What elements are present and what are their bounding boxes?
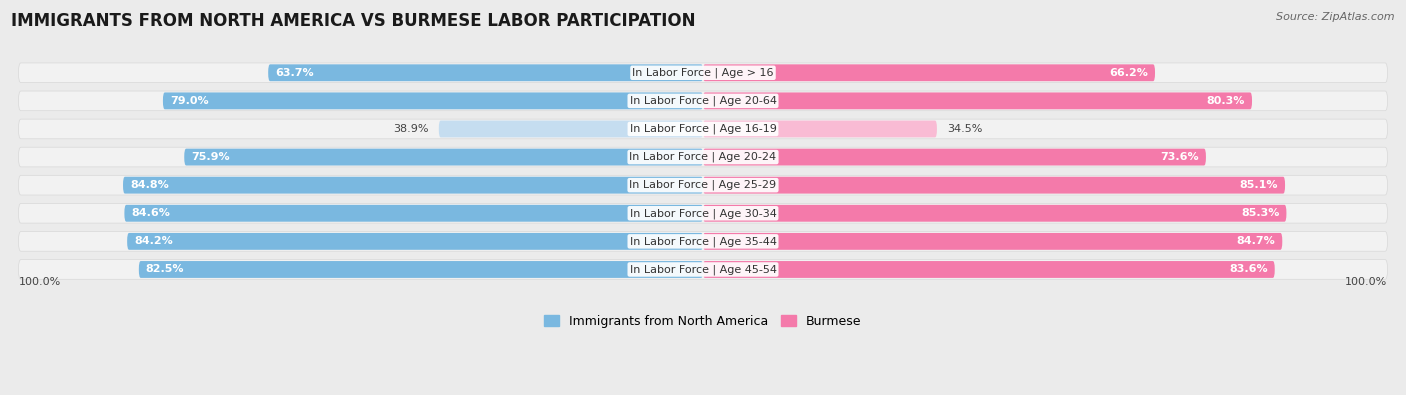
Text: 84.7%: 84.7% [1237, 236, 1275, 246]
Text: 84.8%: 84.8% [129, 180, 169, 190]
Text: In Labor Force | Age > 16: In Labor Force | Age > 16 [633, 68, 773, 78]
Text: 85.3%: 85.3% [1241, 208, 1279, 218]
Text: 100.0%: 100.0% [1346, 277, 1388, 287]
FancyBboxPatch shape [139, 261, 703, 278]
FancyBboxPatch shape [184, 149, 703, 166]
FancyBboxPatch shape [703, 120, 936, 137]
Text: Source: ZipAtlas.com: Source: ZipAtlas.com [1277, 12, 1395, 22]
FancyBboxPatch shape [122, 177, 703, 194]
FancyBboxPatch shape [18, 203, 1388, 223]
FancyBboxPatch shape [269, 64, 703, 81]
FancyBboxPatch shape [18, 260, 1388, 279]
Text: 84.6%: 84.6% [131, 208, 170, 218]
Text: 73.6%: 73.6% [1160, 152, 1199, 162]
Text: 85.1%: 85.1% [1240, 180, 1278, 190]
FancyBboxPatch shape [703, 149, 1206, 166]
FancyBboxPatch shape [18, 147, 1388, 167]
FancyBboxPatch shape [18, 231, 1388, 251]
Text: In Labor Force | Age 20-64: In Labor Force | Age 20-64 [630, 96, 776, 106]
Text: In Labor Force | Age 45-54: In Labor Force | Age 45-54 [630, 264, 776, 275]
Text: 75.9%: 75.9% [191, 152, 229, 162]
FancyBboxPatch shape [18, 119, 1388, 139]
Text: 38.9%: 38.9% [394, 124, 429, 134]
FancyBboxPatch shape [703, 233, 1282, 250]
Text: 80.3%: 80.3% [1206, 96, 1246, 106]
Text: 83.6%: 83.6% [1229, 265, 1268, 275]
FancyBboxPatch shape [163, 92, 703, 109]
FancyBboxPatch shape [703, 64, 1154, 81]
FancyBboxPatch shape [703, 261, 1275, 278]
FancyBboxPatch shape [18, 175, 1388, 195]
FancyBboxPatch shape [703, 92, 1251, 109]
FancyBboxPatch shape [18, 91, 1388, 111]
Text: In Labor Force | Age 20-24: In Labor Force | Age 20-24 [630, 152, 776, 162]
FancyBboxPatch shape [703, 205, 1286, 222]
FancyBboxPatch shape [124, 205, 703, 222]
Text: In Labor Force | Age 16-19: In Labor Force | Age 16-19 [630, 124, 776, 134]
Text: 34.5%: 34.5% [948, 124, 983, 134]
Text: 63.7%: 63.7% [276, 68, 314, 78]
FancyBboxPatch shape [127, 233, 703, 250]
Text: In Labor Force | Age 35-44: In Labor Force | Age 35-44 [630, 236, 776, 246]
FancyBboxPatch shape [439, 120, 703, 137]
FancyBboxPatch shape [18, 63, 1388, 83]
Text: In Labor Force | Age 25-29: In Labor Force | Age 25-29 [630, 180, 776, 190]
Text: 82.5%: 82.5% [146, 265, 184, 275]
Legend: Immigrants from North America, Burmese: Immigrants from North America, Burmese [540, 310, 866, 333]
Text: 66.2%: 66.2% [1109, 68, 1149, 78]
Text: 100.0%: 100.0% [18, 277, 60, 287]
FancyBboxPatch shape [703, 177, 1285, 194]
Text: In Labor Force | Age 30-34: In Labor Force | Age 30-34 [630, 208, 776, 218]
Text: 79.0%: 79.0% [170, 96, 208, 106]
Text: IMMIGRANTS FROM NORTH AMERICA VS BURMESE LABOR PARTICIPATION: IMMIGRANTS FROM NORTH AMERICA VS BURMESE… [11, 12, 696, 30]
Text: 84.2%: 84.2% [134, 236, 173, 246]
